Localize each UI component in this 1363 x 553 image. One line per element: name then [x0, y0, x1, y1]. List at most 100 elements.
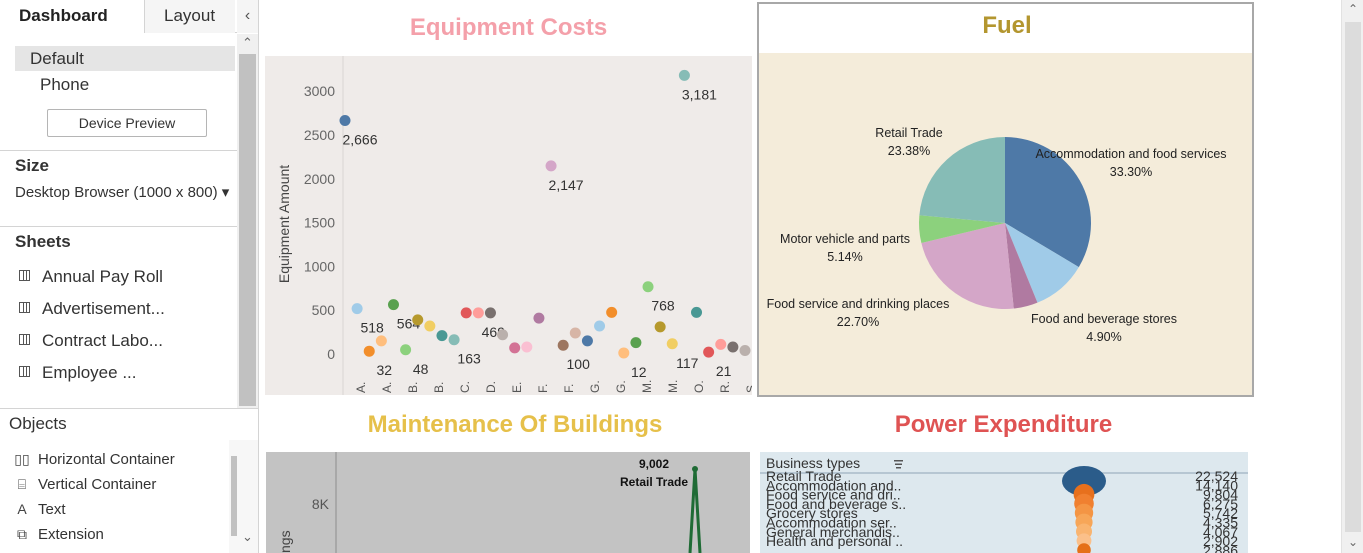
sheet-item[interactable]: Employee ... [19, 361, 137, 385]
power-expenditure-chart[interactable]: Business types Retail Trade 22,524 Accommod… [760, 452, 1248, 553]
pie-slice [921, 223, 1014, 309]
data-point [436, 330, 448, 342]
maintenance-line-svg[interactable]: 8K ngs 9,002 Retail Trade [266, 452, 750, 553]
data-label: 117 [676, 355, 699, 371]
table-row-label: Accommodation and.. [766, 477, 901, 493]
scrollbar-thumb[interactable] [239, 54, 256, 406]
y-tick-label: 2500 [304, 127, 335, 143]
data-point [351, 303, 363, 315]
worksheet-icon [19, 270, 30, 282]
device-default[interactable]: Default [15, 46, 235, 71]
extension-icon: ⧉ [17, 526, 27, 542]
maintenance-chart[interactable]: 8K ngs 9,002 Retail Trade [266, 452, 750, 553]
scroll-down-icon[interactable]: ⌄ [1347, 535, 1359, 549]
pane-scrollbar[interactable]: ⌃ [237, 34, 258, 408]
scrollbar-thumb[interactable] [1345, 22, 1361, 532]
scroll-down-icon[interactable]: ⌄ [242, 529, 253, 544]
sheet-item[interactable]: Advertisement... [19, 297, 165, 321]
object-extension[interactable]: ⧉ Extension [13, 523, 104, 545]
data-point [727, 341, 739, 353]
y-tick-label: 0 [327, 346, 335, 362]
sheet-label: Annual Pay Roll [42, 267, 163, 286]
table-row-value: 4,335 [1203, 515, 1238, 531]
size-heading: Size [15, 156, 50, 175]
sheet-item[interactable]: Contract Labo... [19, 329, 163, 353]
dashboard-side-pane: Dashboard Layout ‹ ⌃ Default Phone Devic… [0, 0, 259, 553]
pie-slice [1005, 137, 1091, 268]
y-tick-label: 2000 [304, 171, 335, 187]
dashboard-scrollbar[interactable]: ⌃ ⌄ [1341, 0, 1363, 553]
equipment-costs-title: Equipment Costs [409, 14, 608, 41]
data-point [630, 337, 642, 349]
object-label: Extension [38, 526, 104, 543]
data-point [666, 338, 678, 350]
axis-area [266, 452, 336, 553]
x-tick-label: B. [406, 382, 420, 393]
tab-dashboard[interactable]: Dashboard [0, 0, 145, 33]
table-row-value: 9,804 [1203, 487, 1238, 503]
data-point [400, 344, 412, 356]
scroll-up-icon[interactable]: ⌃ [1347, 2, 1359, 16]
pie-label-value: 23.38% [888, 144, 930, 158]
scrollbar-thumb[interactable] [231, 456, 237, 536]
data-point [484, 307, 496, 319]
fuel-pie-svg[interactable]: Retail Trade 23.38% Accommodation and food… [759, 53, 1252, 395]
table-row-value: 22,524 [1195, 468, 1238, 484]
table-row-value: 5,742 [1203, 505, 1238, 521]
data-point [618, 347, 630, 359]
scroll-up-icon[interactable]: ⌃ [242, 35, 253, 50]
x-tick-label: A. [380, 382, 394, 393]
data-point [375, 335, 387, 347]
table-row-label: General merchandis.. [766, 524, 900, 540]
annotation-value: 9,002 [639, 457, 669, 471]
data-point [606, 306, 618, 318]
object-label: Horizontal Container [38, 451, 175, 468]
object-horizontal-container[interactable]: ▯▯ Horizontal Container [13, 448, 175, 470]
y-tick-label: 8K [312, 496, 330, 512]
table-row-label: Retail Trade [766, 468, 842, 484]
sort-icon [895, 463, 902, 465]
table-row-label: Food and beverage s.. [766, 496, 906, 512]
data-label: 12 [631, 364, 647, 380]
tab-layout[interactable]: Layout [145, 0, 235, 33]
sort-icon [894, 460, 903, 462]
x-tick-label: E. [510, 382, 524, 393]
device-phone[interactable]: Phone [40, 75, 90, 94]
pane-tabs: Dashboard Layout ‹ [0, 0, 258, 33]
collapse-pane-icon[interactable]: ‹ [237, 0, 258, 33]
pie-label-value: 5.14% [827, 250, 862, 264]
device-preview-button[interactable]: Device Preview [47, 109, 207, 137]
data-point [533, 312, 545, 324]
equipment-costs-chart[interactable]: 0 500 1000 1500 2000 2500 3000 Equipment Amount… [265, 56, 758, 395]
pie-label-name: Food service and drinking places [767, 297, 950, 311]
object-vertical-container[interactable]: ⌸ Vertical Container [13, 473, 157, 495]
sheet-label: Advertisement... [42, 299, 165, 318]
pie-slice [919, 137, 1005, 223]
objects-scrollbar[interactable]: ⌄ [229, 440, 258, 553]
divider [0, 408, 258, 409]
y-tick-label: 1500 [304, 215, 335, 231]
x-tick-label: M. [666, 380, 680, 393]
data-point [569, 327, 581, 339]
worksheet-icon [19, 366, 30, 378]
data-point [581, 335, 593, 347]
table-row-label: Food service and dri.. [766, 487, 901, 503]
x-tick-label: F. [536, 384, 550, 393]
data-label: 518 [360, 320, 384, 336]
data-point [448, 334, 460, 346]
table-row-value: 14,140 [1195, 477, 1238, 493]
divider [0, 226, 237, 227]
object-text[interactable]: A Text [13, 498, 65, 520]
data-point [739, 344, 751, 356]
sheet-item[interactable]: Annual Pay Roll [19, 265, 163, 289]
data-label: 163 [457, 351, 481, 367]
data-label: 2,666 [342, 131, 377, 147]
fuel-chart[interactable]: Retail Trade 23.38% Accommodation and food… [759, 53, 1252, 395]
equipment-scatter-svg[interactable]: 0 500 1000 1500 2000 2500 3000 Equipment Amount… [265, 56, 758, 395]
size-dropdown[interactable]: Desktop Browser (1000 x 800) ▾ [15, 184, 230, 201]
sheet-label: Employee ... [42, 363, 137, 382]
vertical-container-icon: ⌸ [17, 476, 27, 492]
divider [0, 150, 237, 151]
pie-label-value: 4.90% [1086, 330, 1121, 344]
